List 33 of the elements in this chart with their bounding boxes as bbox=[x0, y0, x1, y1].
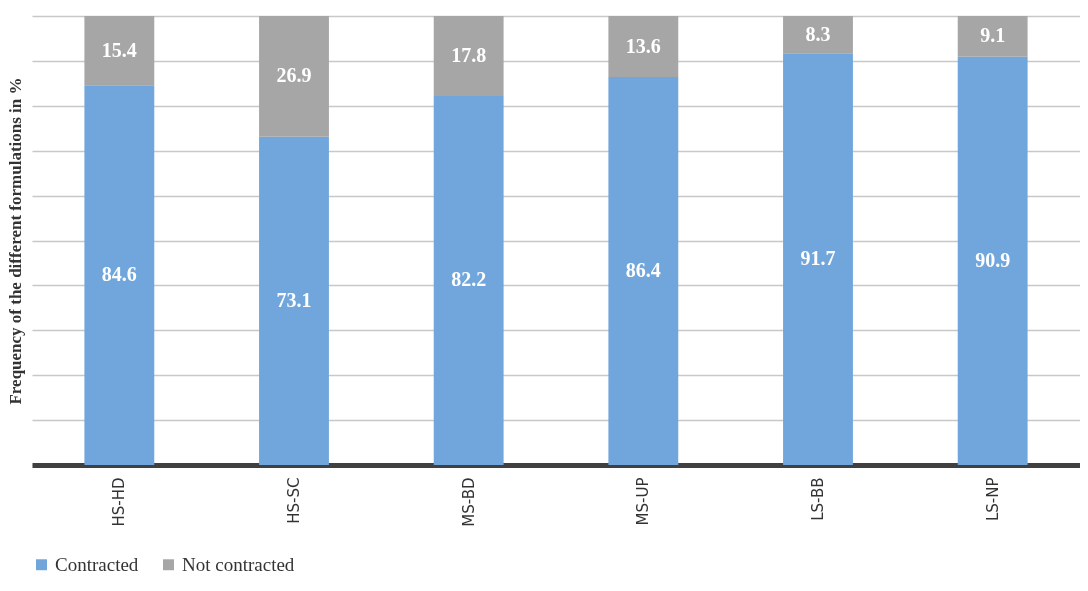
legend-label: Not contracted bbox=[182, 553, 295, 575]
bar bbox=[608, 16, 679, 78]
data-label: 17.8 bbox=[451, 43, 487, 66]
x-tick-label: LS-BB bbox=[809, 477, 827, 521]
x-tick-label: LS-NP bbox=[983, 477, 1002, 522]
x-tick-label: HS-SC bbox=[285, 477, 303, 524]
bar bbox=[84, 85, 155, 465]
bar bbox=[783, 53, 853, 465]
legend-label: Contracted bbox=[55, 553, 139, 575]
data-label: 9.1 bbox=[980, 24, 1006, 47]
data-label: 84.6 bbox=[101, 263, 137, 286]
bar bbox=[84, 16, 155, 86]
x-tick-label: HS-HD bbox=[110, 477, 129, 527]
x-tick-label: MS-UP bbox=[634, 477, 653, 526]
bar bbox=[957, 56, 1028, 465]
bar bbox=[957, 16, 1028, 57]
data-label: 15.4 bbox=[101, 38, 137, 61]
bar bbox=[259, 136, 329, 465]
data-label: 91.7 bbox=[800, 247, 836, 270]
data-label: 13.6 bbox=[625, 34, 661, 57]
data-label: 26.9 bbox=[276, 64, 312, 87]
bar bbox=[433, 16, 504, 96]
data-label: 82.2 bbox=[451, 268, 487, 291]
data-label: 8.3 bbox=[805, 22, 831, 45]
y-axis-title: Frequency of the different formulations in % bbox=[5, 77, 25, 405]
data-label: 86.4 bbox=[625, 259, 661, 282]
bar bbox=[783, 16, 853, 54]
bar bbox=[433, 95, 504, 465]
bar bbox=[608, 77, 679, 465]
bar bbox=[259, 16, 329, 137]
x-tick-label: MS-BD bbox=[459, 477, 478, 527]
data-label: 73.1 bbox=[276, 288, 312, 311]
data-label: 90.9 bbox=[975, 248, 1011, 271]
